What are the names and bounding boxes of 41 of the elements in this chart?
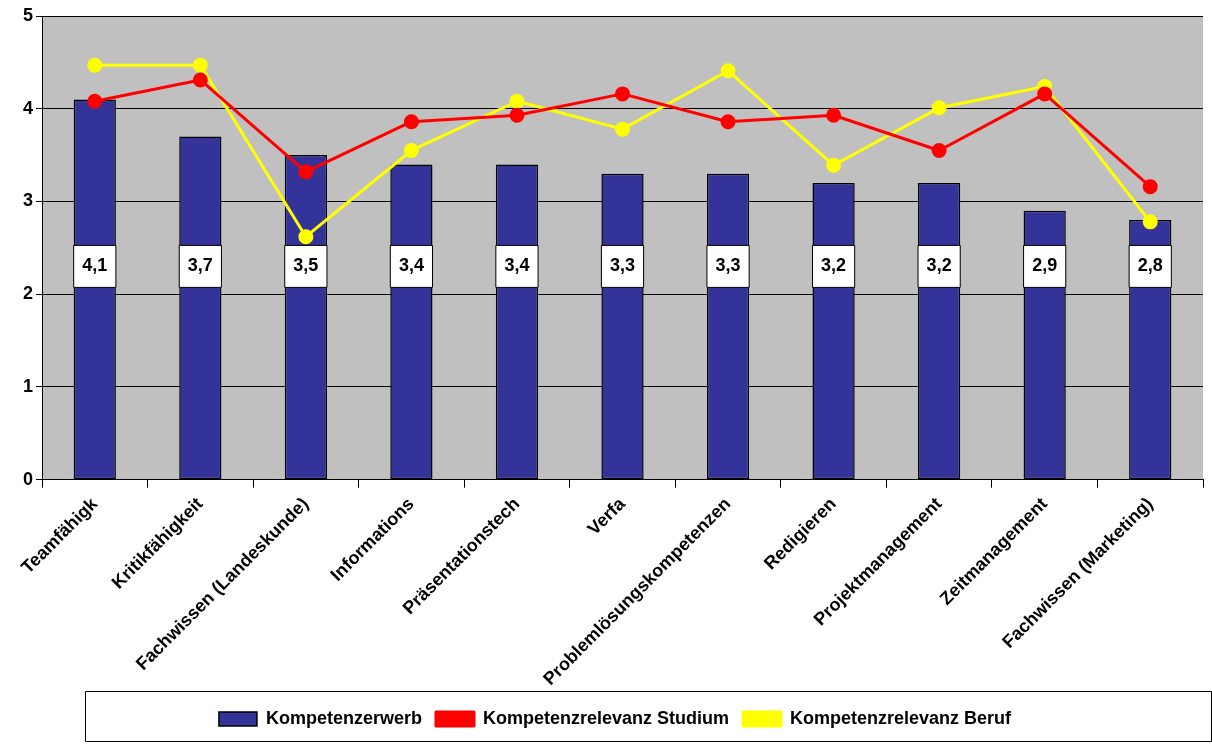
point bbox=[509, 93, 525, 109]
point bbox=[720, 63, 736, 79]
point bbox=[615, 121, 631, 137]
y-tick-label: 0 bbox=[23, 468, 34, 489]
point bbox=[1037, 86, 1053, 102]
point bbox=[403, 142, 419, 158]
point bbox=[1142, 179, 1158, 195]
point bbox=[720, 114, 736, 130]
data-label: 3,2 bbox=[926, 255, 952, 276]
point bbox=[931, 142, 947, 158]
y-tick-label: 1 bbox=[23, 375, 34, 396]
data-label: 3,7 bbox=[187, 255, 213, 276]
point bbox=[192, 57, 208, 73]
data-label: 3,4 bbox=[398, 255, 424, 276]
data-label: 3,3 bbox=[715, 255, 741, 276]
data-label: 3,3 bbox=[609, 255, 636, 276]
data-label: 2,8 bbox=[1137, 255, 1163, 276]
point bbox=[1142, 214, 1158, 230]
legend-label: Kompetenzerwerb bbox=[265, 707, 422, 728]
data-label: 3,4 bbox=[504, 255, 530, 276]
data-label: 2,9 bbox=[1032, 255, 1058, 276]
y-tick-label: 4 bbox=[23, 97, 34, 118]
legend-label: Kompetenzrelevanz Beruf bbox=[790, 707, 1013, 728]
data-label: 3,2 bbox=[821, 255, 847, 276]
point bbox=[509, 107, 525, 123]
point bbox=[298, 164, 314, 180]
point bbox=[826, 157, 842, 173]
point bbox=[931, 100, 947, 116]
point bbox=[403, 114, 419, 130]
point bbox=[87, 57, 103, 73]
data-label: 3,5 bbox=[293, 255, 319, 276]
point bbox=[826, 107, 842, 123]
legend-label: Kompetenzrelevanz Studium bbox=[482, 707, 730, 728]
y-tick-label: 5 bbox=[23, 4, 34, 25]
point bbox=[87, 93, 103, 109]
point bbox=[192, 72, 208, 88]
point bbox=[615, 86, 631, 102]
y-tick-label: 2 bbox=[23, 283, 34, 304]
point bbox=[298, 229, 314, 245]
y-tick-label: 3 bbox=[23, 190, 34, 211]
data-label: 4,1 bbox=[82, 255, 108, 276]
